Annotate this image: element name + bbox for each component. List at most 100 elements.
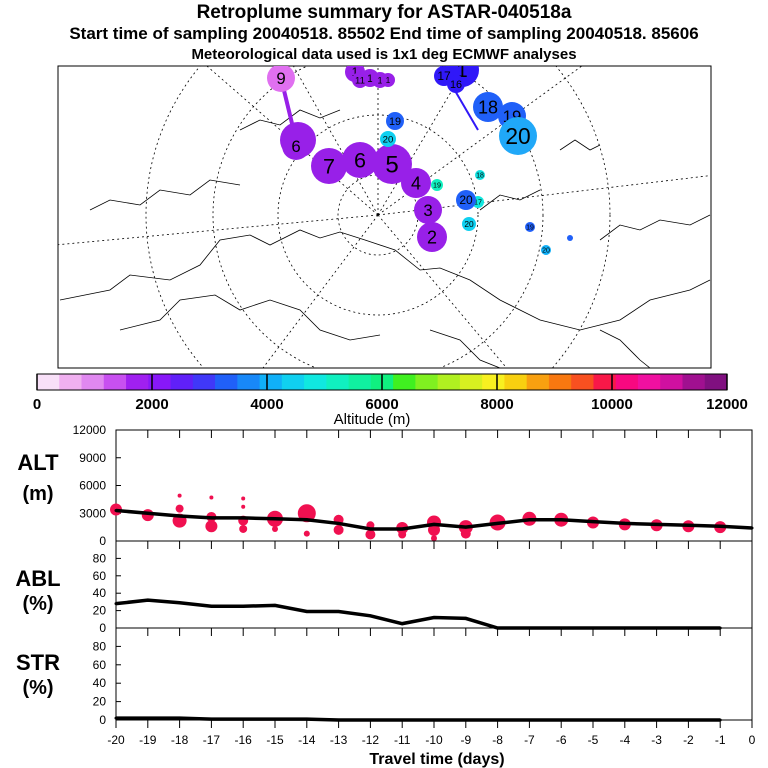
y-tick-label: 40	[93, 676, 107, 690]
colorbar-swatch	[304, 374, 327, 390]
series-point	[178, 514, 182, 518]
series-point	[273, 717, 277, 721]
map-point	[499, 117, 537, 155]
series-point	[559, 518, 563, 522]
map-point-label: 17	[437, 69, 451, 83]
map-point-label: 7	[323, 154, 335, 179]
map-point-label: 20	[542, 247, 550, 254]
series-point	[146, 716, 150, 720]
y-tick-label: 60	[93, 658, 107, 672]
y-tick-label: 40	[93, 586, 107, 600]
alt-scatter-point	[209, 495, 214, 500]
series-point	[241, 604, 245, 608]
x-tick-label: -5	[588, 733, 599, 747]
y-tick-label: 80	[93, 639, 107, 653]
polar-map: 9111111867654321171618192019201819172019…	[57, 65, 712, 369]
y-tick-label: 20	[93, 604, 107, 618]
colorbar-swatch	[281, 374, 305, 390]
colorbar-axis-label: Altitude (m)	[334, 411, 411, 428]
colorbar-tick-label: 8000	[480, 396, 513, 413]
x-tick-label: -9	[460, 733, 471, 747]
colorbar-swatch	[682, 374, 706, 390]
colorbar-swatch	[81, 374, 105, 390]
alt-scatter-point	[398, 530, 407, 539]
series-point	[114, 508, 118, 512]
x-tick-label: -4	[619, 733, 630, 747]
series-point	[432, 616, 436, 620]
map-point-label: 19	[526, 224, 534, 231]
series-point	[241, 516, 245, 520]
series-point	[241, 717, 245, 721]
x-tick-label: -12	[362, 733, 380, 747]
x-axis: -20 -19 -18 -17 -16 -15 -14 -13 -12 -11 -10 -9 -8 -7-…	[107, 720, 756, 747]
map-point-label: 1	[367, 73, 373, 85]
x-tick-label: -11	[394, 733, 411, 747]
map-point	[401, 168, 431, 198]
y-tick-label: 12000	[73, 423, 107, 437]
colorbar-swatch	[660, 374, 683, 390]
map-point	[386, 112, 404, 130]
series-point	[146, 511, 150, 515]
x-tick-label: -13	[330, 733, 348, 747]
alt-scatter-point	[297, 504, 316, 523]
x-tick-label: -1	[715, 733, 726, 747]
colorbar-swatch	[148, 374, 172, 390]
colorbar-tick-label: 10000	[591, 396, 633, 413]
x-tick-label: -3	[651, 733, 662, 747]
map-point-label: 20	[505, 123, 530, 149]
y-tick-label: 0	[99, 713, 106, 727]
colorbar-tick-label: 2000	[135, 396, 168, 413]
alt-scatter-point	[303, 530, 310, 537]
colorbar-swatch	[704, 374, 728, 390]
abl-panel: 80 60 40 20 0 ABL(%)	[15, 540, 753, 635]
series-point	[368, 614, 372, 618]
map-point-label: 20	[459, 193, 473, 207]
map-point-label: 1	[352, 65, 359, 79]
colorbar-swatch	[259, 374, 283, 390]
map-point-label: 19	[433, 181, 441, 190]
colorbar-swatch	[103, 374, 127, 390]
map-point-label: 5	[385, 151, 398, 178]
series-point	[400, 622, 404, 626]
series-point	[209, 717, 213, 721]
map-point	[352, 72, 368, 88]
map-point-label: 9	[276, 69, 285, 88]
series-point	[305, 518, 309, 522]
series-point	[623, 521, 627, 525]
y-tick-label: 0	[99, 534, 106, 548]
map-frame	[57, 65, 712, 369]
panel-frame	[115, 540, 753, 629]
series-line	[116, 716, 721, 722]
colorbar-swatch	[482, 374, 505, 390]
colorbar-swatch	[593, 374, 617, 390]
map-point-label: 16	[450, 79, 462, 91]
series-point	[591, 520, 595, 524]
y-axis-label-unit: (%)	[22, 593, 53, 615]
series-point	[496, 521, 500, 525]
alt-scatter-point	[272, 525, 278, 532]
alt-scatter-point	[428, 523, 440, 536]
colorbar-swatch	[637, 374, 661, 390]
map-point-label: 20	[383, 134, 394, 145]
map-point	[462, 217, 476, 231]
colorbar-swatch	[393, 374, 416, 390]
meteo-source: Meteorological data used is 1x1 deg ECMW…	[191, 46, 577, 63]
colorbar-swatch	[126, 374, 149, 390]
map-point	[381, 73, 395, 87]
colorbar-swatch	[237, 374, 261, 390]
y-tick-label: 80	[93, 551, 107, 565]
series-point	[273, 603, 277, 607]
x-tick-label: 0	[749, 733, 756, 747]
map-point	[282, 132, 310, 160]
map-point-label: 6	[354, 148, 366, 173]
alt-scatter-point	[241, 496, 246, 501]
x-tick-label: -10	[425, 733, 443, 747]
map-point-label: 2	[427, 227, 437, 247]
y-tick-label: 60	[93, 569, 107, 583]
series-point	[178, 716, 182, 720]
y-axis-label: ALT	[17, 450, 59, 475]
map-point	[473, 92, 503, 122]
colorbar-swatch	[415, 374, 439, 390]
map-point	[417, 222, 447, 252]
series-line	[115, 598, 721, 630]
